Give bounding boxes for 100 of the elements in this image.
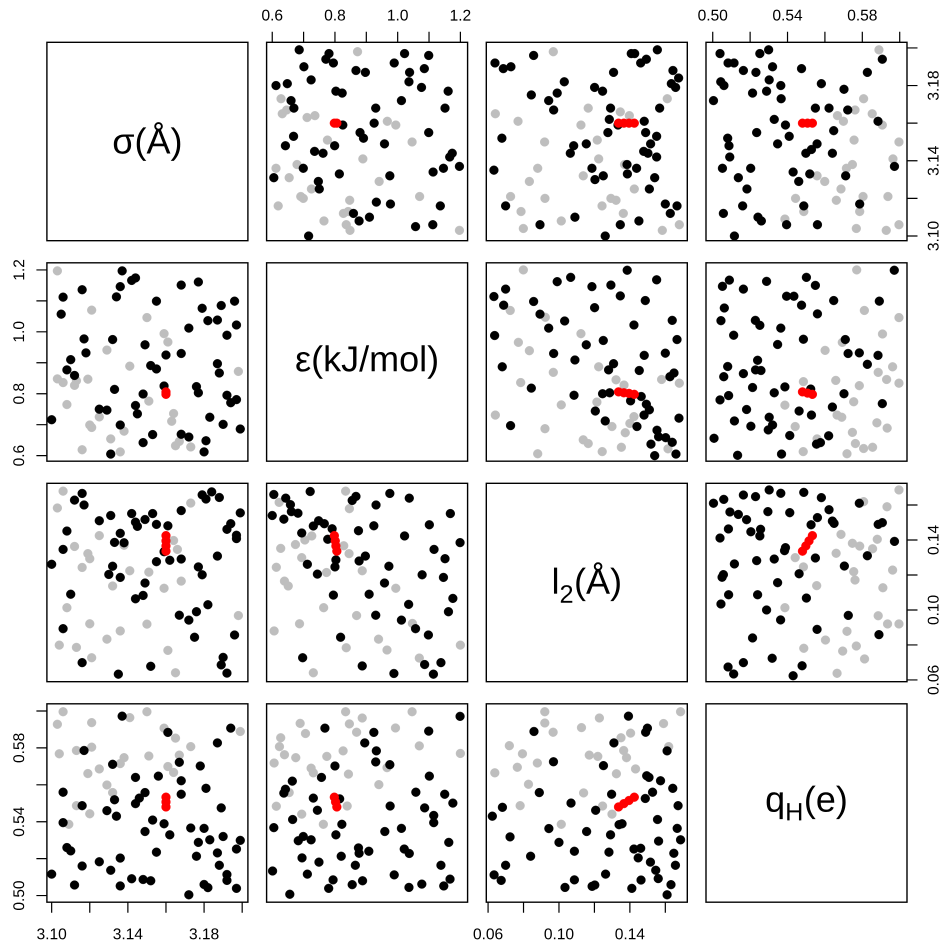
point [297, 810, 306, 819]
point [750, 492, 760, 502]
point [79, 746, 89, 756]
point [498, 362, 507, 372]
point [848, 428, 857, 438]
point [742, 404, 752, 414]
point [52, 374, 62, 384]
point [79, 500, 89, 510]
point [396, 96, 406, 106]
point [201, 436, 211, 446]
point [52, 503, 62, 513]
point [651, 866, 660, 875]
point [598, 801, 608, 811]
point [299, 62, 309, 72]
point [644, 405, 654, 414]
point [205, 835, 214, 844]
point [382, 116, 392, 126]
point [600, 416, 610, 426]
point [498, 802, 508, 812]
point [801, 148, 810, 158]
point [490, 109, 500, 118]
point [294, 836, 303, 846]
point [872, 418, 882, 428]
point [849, 567, 858, 576]
point [890, 536, 900, 546]
point [894, 378, 904, 388]
point [802, 593, 812, 603]
point [400, 48, 410, 58]
point [808, 390, 817, 399]
point [354, 556, 364, 566]
point [600, 231, 610, 241]
point [428, 167, 438, 177]
point [535, 220, 545, 230]
point [72, 642, 82, 652]
point [674, 378, 684, 388]
point [839, 389, 849, 398]
point [639, 410, 649, 420]
point [391, 120, 400, 130]
point [506, 192, 516, 202]
point [222, 390, 232, 400]
point [518, 749, 528, 758]
point [506, 62, 516, 72]
point [850, 438, 860, 448]
point [148, 508, 158, 518]
point [842, 626, 852, 636]
point [298, 194, 308, 203]
point [416, 82, 426, 92]
point [114, 670, 123, 679]
point [831, 376, 840, 386]
point [438, 572, 448, 582]
point [666, 208, 675, 218]
point [540, 194, 550, 203]
point [859, 444, 868, 454]
point [47, 870, 56, 879]
point [190, 632, 200, 642]
point [746, 164, 756, 173]
point [764, 45, 774, 54]
point [768, 654, 777, 663]
point [214, 368, 224, 378]
point [296, 718, 305, 728]
point [201, 784, 211, 793]
point [776, 449, 786, 459]
point [734, 173, 743, 182]
point [203, 316, 212, 326]
point [650, 173, 660, 182]
point [612, 769, 621, 778]
point [746, 527, 756, 536]
point [138, 389, 148, 399]
point [594, 154, 604, 164]
point [300, 535, 310, 545]
point [112, 292, 122, 302]
point [404, 68, 414, 77]
y-tick-label: 0.50 [13, 881, 24, 910]
point [657, 374, 666, 384]
point [526, 384, 536, 393]
point [784, 132, 794, 141]
point [56, 310, 66, 319]
point [234, 366, 243, 376]
point [587, 282, 597, 292]
x-tick-label: 3.10 [37, 928, 66, 940]
point [592, 397, 602, 407]
point [868, 442, 878, 452]
point [454, 162, 464, 172]
point [838, 646, 848, 656]
point [66, 355, 76, 364]
point [168, 768, 178, 778]
point [130, 799, 140, 808]
point [271, 80, 281, 90]
point [226, 519, 236, 528]
point [78, 861, 87, 871]
point [796, 300, 806, 310]
point [810, 280, 820, 290]
point [94, 857, 104, 866]
point [764, 485, 774, 495]
point [715, 48, 725, 58]
point [569, 390, 579, 400]
point [83, 549, 92, 558]
point [102, 780, 112, 790]
y-tick-label: 0.14 [928, 525, 939, 554]
point [540, 707, 550, 716]
